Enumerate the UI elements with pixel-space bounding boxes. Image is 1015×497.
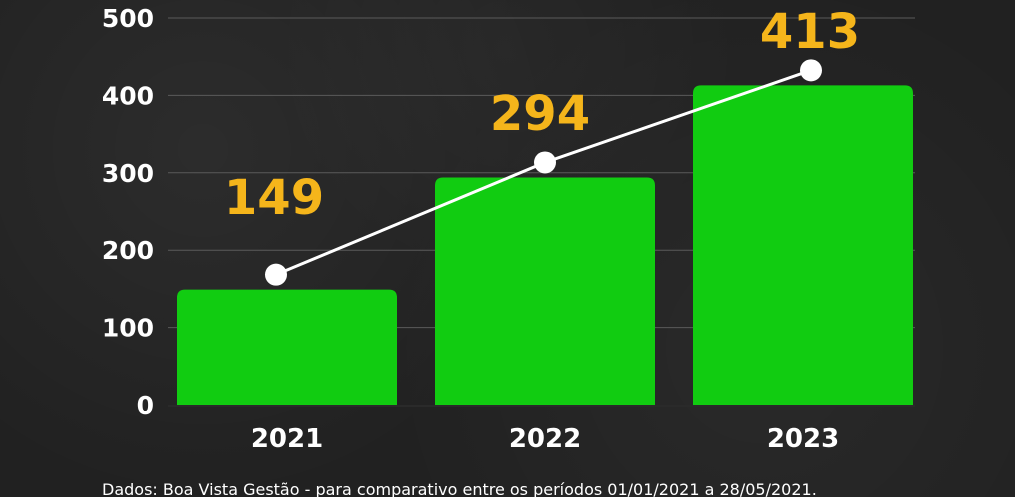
trend-point-2021: [265, 263, 287, 286]
value-label-2022: 294: [490, 86, 590, 142]
trend-point-2022: [534, 151, 556, 174]
y-tick-label: 300: [102, 159, 154, 188]
y-tick-label: 200: [102, 236, 154, 265]
trend-point-2023: [800, 59, 822, 82]
source-note: Dados: Boa Vista Gestão - para comparati…: [102, 480, 817, 497]
x-tick-label: 2022: [509, 424, 581, 454]
value-label-2023: 413: [760, 4, 860, 60]
y-tick-label: 0: [137, 391, 154, 420]
x-tick-label: 2023: [767, 424, 839, 454]
value-label-2021: 149: [224, 170, 324, 226]
bar-2023: [693, 85, 913, 405]
y-tick-label: 100: [102, 314, 154, 343]
y-tick-label: 400: [102, 81, 154, 110]
bar-2022: [435, 177, 655, 405]
x-tick-label: 2021: [251, 424, 323, 454]
y-tick-label: 500: [102, 4, 154, 33]
bar-2021: [177, 289, 397, 405]
